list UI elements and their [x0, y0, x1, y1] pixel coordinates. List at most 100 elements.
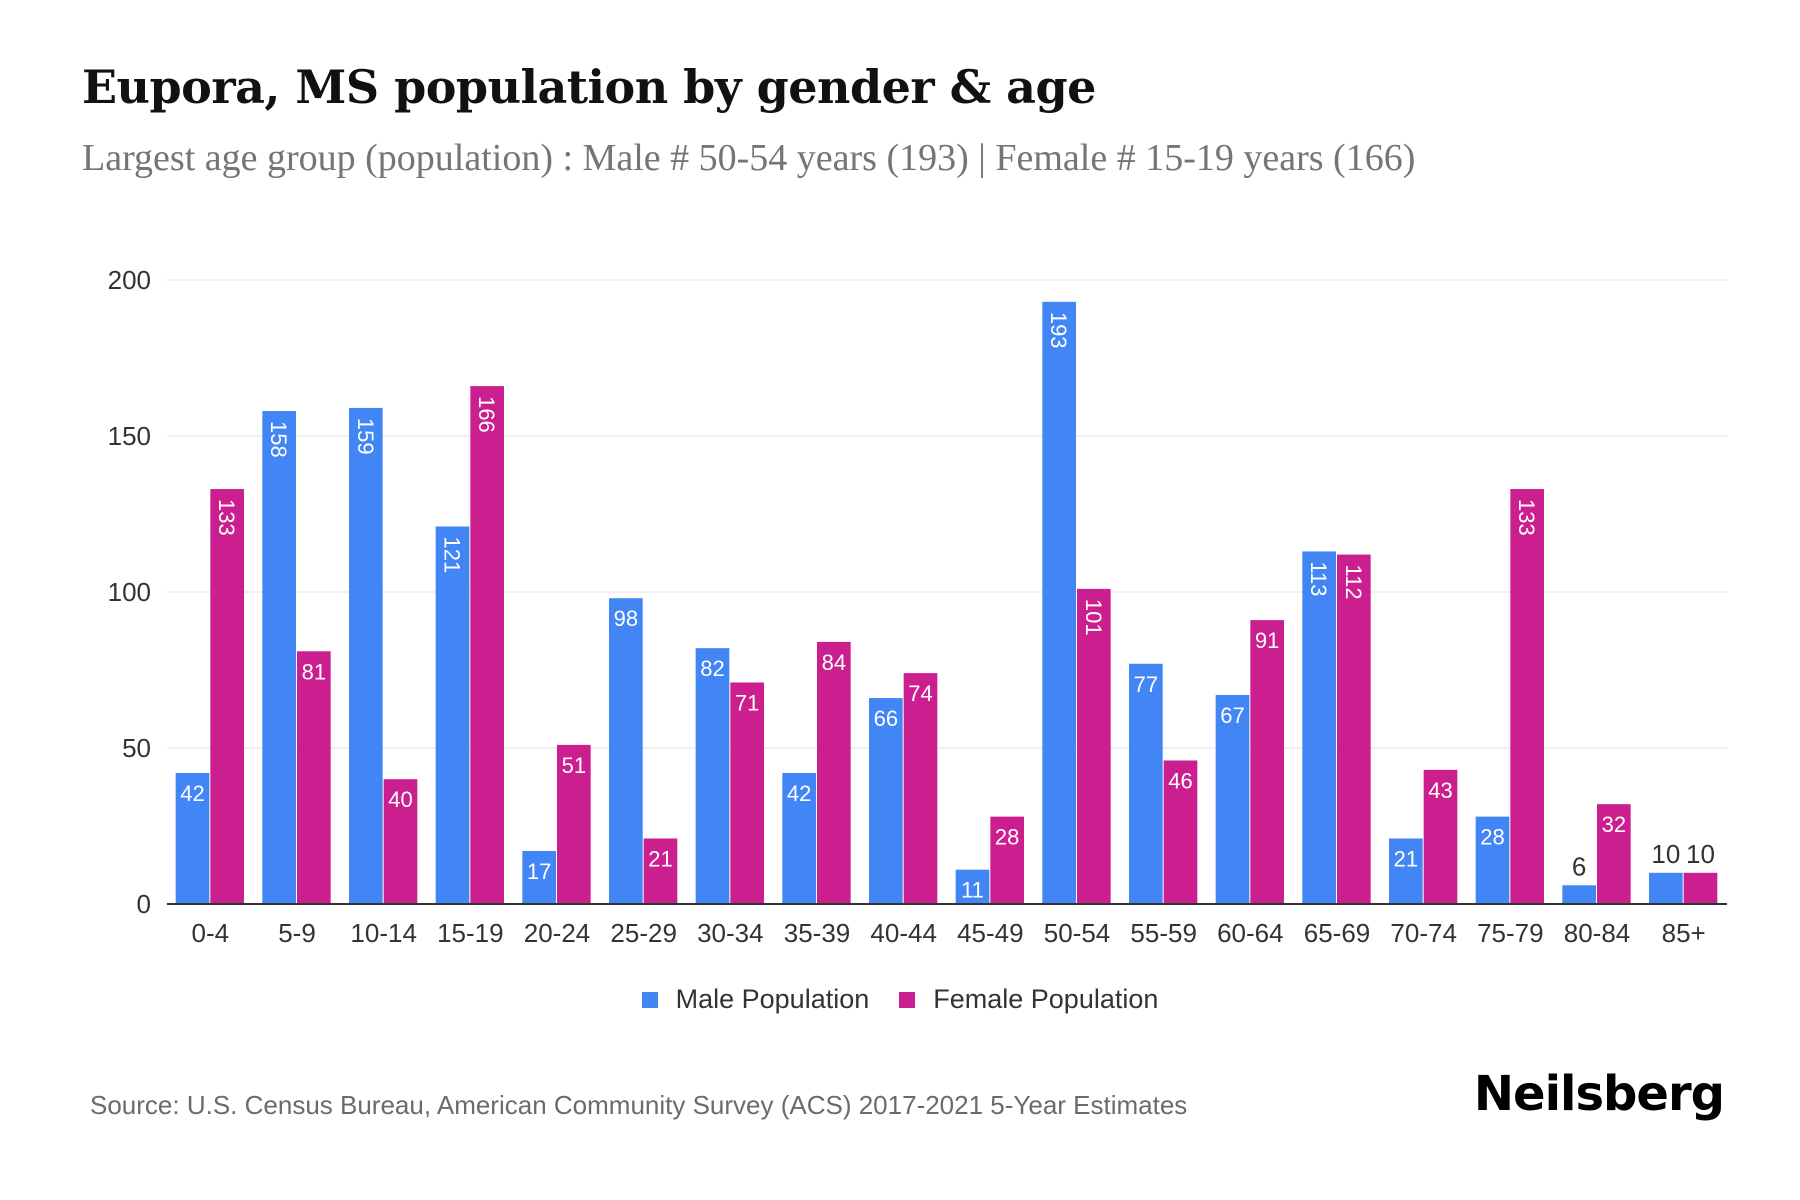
male-bar-10-14[interactable] [349, 407, 383, 904]
female-value-label: 21 [648, 846, 672, 871]
female-bar-85+[interactable] [1683, 872, 1718, 904]
female-bar-70-74[interactable] [1423, 769, 1458, 904]
male-value-label: 77 [1134, 672, 1158, 697]
male-value-label: 10 [1651, 839, 1680, 869]
female-bar-40-44[interactable] [903, 673, 938, 904]
female-bar-5-9[interactable] [297, 651, 331, 904]
legend-label-female: Female Population [933, 984, 1159, 1014]
female-value-label: 10 [1686, 839, 1715, 869]
bar-labels: 4213315881159401211661751982182714284667… [180, 312, 1715, 903]
male-bar-40-44[interactable] [869, 698, 903, 904]
male-value-label: 98 [614, 606, 638, 631]
female-bar-60-64[interactable] [1250, 620, 1284, 904]
female-value-label: 101 [1081, 599, 1106, 636]
male-value-label: 42 [787, 781, 811, 806]
female-value-label: 43 [1428, 778, 1452, 803]
male-bar-50-54[interactable] [1042, 301, 1076, 905]
male-value-label: 6 [1572, 851, 1586, 881]
x-tick-label: 80-84 [1564, 918, 1631, 948]
male-bar-85+[interactable] [1649, 872, 1683, 904]
y-tick-label: 200 [108, 265, 151, 295]
y-tick-label: 150 [108, 421, 151, 451]
x-axis-ticks: 0-4 5-9 10-14 15-19 20-24 25-29 30-34 35-39 40-4… [192, 918, 1706, 948]
male-value-label: 17 [527, 859, 551, 884]
female-bar-65-69[interactable] [1337, 554, 1371, 904]
male-value-label: 158 [266, 421, 291, 458]
x-tick-label: 0-4 [192, 918, 230, 948]
male-value-label: 28 [1480, 825, 1504, 850]
male-bar-70-74[interactable] [1389, 838, 1423, 904]
female-value-label: 166 [474, 396, 499, 433]
male-value-label: 21 [1394, 846, 1418, 871]
legend-item-male[interactable]: Male Population [641, 984, 870, 1015]
female-value-label: 81 [302, 659, 326, 684]
female-bar-50-54[interactable] [1077, 588, 1111, 904]
female-value-label: 32 [1602, 812, 1626, 837]
y-axis-ticks: 0 50 100 150 200 [108, 265, 151, 919]
female-value-label: 84 [822, 650, 846, 675]
x-tick-label: 10-14 [350, 918, 417, 948]
x-tick-label: 85+ [1662, 918, 1706, 948]
female-value-label: 46 [1168, 768, 1192, 793]
brand-logo: Neilsberg [1473, 1066, 1725, 1122]
x-tick-label: 45-49 [957, 918, 1024, 948]
male-bar-30-34[interactable] [695, 648, 730, 904]
female-bar-30-34[interactable] [730, 682, 764, 904]
x-tick-label: 60-64 [1217, 918, 1284, 948]
chart-title: Eupora, MS population by gender & age [82, 60, 1096, 114]
male-value-label: 42 [180, 781, 204, 806]
legend-label-male: Male Population [675, 984, 870, 1014]
female-value-label: 112 [1341, 565, 1366, 600]
male-bar-5-9[interactable] [262, 411, 296, 904]
gridlines [167, 279, 1727, 749]
female-bar-15-19[interactable] [470, 386, 504, 905]
legend: Male Population Female Population [0, 984, 1800, 1015]
female-bar-25-29[interactable] [643, 838, 678, 904]
female-bar-75-79[interactable] [1510, 489, 1544, 904]
female-bar-10-14[interactable] [383, 779, 418, 904]
male-value-label: 193 [1046, 312, 1071, 349]
bars [175, 301, 1718, 905]
legend-swatch-female [899, 991, 916, 1008]
male-bar-80-84[interactable] [1562, 885, 1596, 904]
x-tick-label: 50-54 [1044, 918, 1111, 948]
female-bar-0-4[interactable] [210, 489, 244, 904]
male-value-label: 11 [961, 878, 984, 903]
x-tick-label: 35-39 [784, 918, 851, 948]
female-value-label: 28 [995, 825, 1019, 850]
male-value-label: 159 [353, 418, 378, 455]
x-tick-label: 20-24 [524, 918, 591, 948]
x-tick-label: 65-69 [1304, 918, 1371, 948]
female-bar-80-84[interactable] [1597, 804, 1631, 904]
male-bar-65-69[interactable] [1302, 551, 1336, 904]
female-value-label: 133 [1514, 499, 1539, 536]
male-bar-60-64[interactable] [1215, 694, 1250, 904]
chart-subtitle: Largest age group (population) : Male # … [82, 137, 1416, 179]
x-tick-label: 55-59 [1130, 918, 1197, 948]
y-tick-label: 50 [122, 733, 151, 763]
male-bar-55-59[interactable] [1129, 663, 1163, 904]
female-bar-35-39[interactable] [817, 641, 851, 904]
male-value-label: 66 [874, 706, 898, 731]
male-value-label: 113 [1306, 561, 1331, 596]
male-bar-45-49[interactable] [955, 869, 990, 904]
male-bar-35-39[interactable] [782, 772, 816, 904]
legend-swatch-male [641, 991, 658, 1008]
female-bar-20-24[interactable] [557, 744, 591, 904]
x-tick-label: 30-34 [697, 918, 764, 948]
x-tick-label: 70-74 [1390, 918, 1457, 948]
female-value-label: 51 [562, 753, 586, 778]
male-bar-25-29[interactable] [609, 598, 643, 904]
male-bar-15-19[interactable] [435, 526, 470, 904]
x-tick-label: 40-44 [870, 918, 937, 948]
male-bar-20-24[interactable] [522, 850, 556, 904]
x-tick-label: 5-9 [278, 918, 316, 948]
male-bar-75-79[interactable] [1475, 816, 1510, 904]
female-bar-45-49[interactable] [990, 816, 1024, 904]
female-bar-55-59[interactable] [1163, 760, 1198, 904]
x-tick-label: 25-29 [610, 918, 677, 948]
male-value-label: 82 [700, 656, 724, 681]
male-bar-0-4[interactable] [175, 772, 210, 904]
legend-item-female[interactable]: Female Population [899, 984, 1158, 1015]
